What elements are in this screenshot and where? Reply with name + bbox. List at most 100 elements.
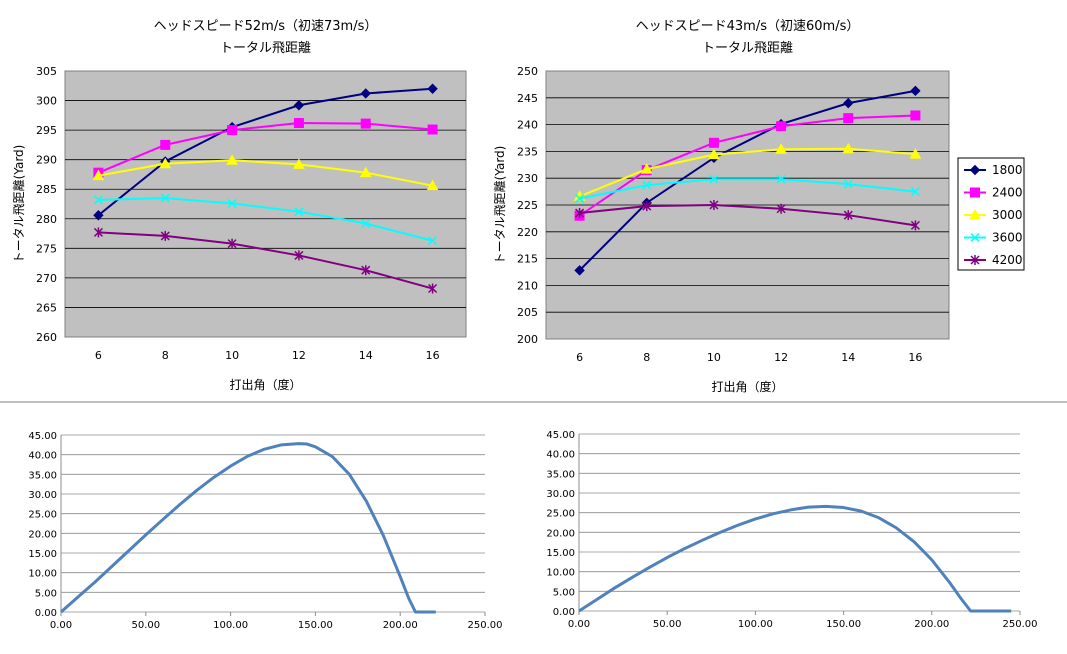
y-tick-label: 235 [517, 145, 538, 158]
data-point [427, 83, 438, 94]
y-tick-label: 280 [36, 213, 57, 226]
y-tick-label: 250 [517, 65, 538, 78]
y-tick-label: 220 [517, 226, 538, 239]
y-tick-label: 245 [517, 92, 538, 105]
x-tick-label: 50.00 [653, 619, 682, 630]
series-line [98, 122, 433, 174]
y-tick-label: 225 [517, 199, 538, 212]
y-tick-label: 45.00 [546, 430, 575, 441]
series-4200 [93, 227, 438, 294]
data-point [360, 118, 371, 129]
x-tick-label: 8 [643, 351, 650, 364]
x-tick-label: 100.00 [738, 619, 773, 630]
data-point [709, 200, 719, 210]
x-tick-label: 14 [359, 349, 373, 362]
y-tick-label: 215 [517, 253, 538, 266]
x-tick-label: 200.00 [914, 619, 949, 630]
series-line [97, 87, 433, 217]
data-point [426, 179, 439, 191]
data-point [708, 137, 719, 148]
data-point [776, 121, 787, 132]
data-point [293, 158, 305, 169]
data-point [640, 163, 653, 174]
data-point [226, 154, 238, 165]
y-tick-label: 230 [517, 172, 538, 185]
y-tick-label: 205 [517, 306, 538, 319]
series-line [98, 159, 433, 187]
y-tick-label: 25.00 [28, 510, 57, 521]
chart-title: ヘッドスピード43m/s（初速60m/s） [636, 19, 860, 34]
chart-title: ヘッドスピード52m/s（初速73m/s） [154, 19, 378, 34]
y-tick-label: 40.00 [546, 450, 575, 461]
x-axis-label: 打出角（度） [711, 379, 783, 394]
x-tick-label: 150.00 [826, 619, 861, 630]
y-tick-label: 270 [36, 272, 57, 285]
trajectory-chart-2: 0.00 5.00 10.00 15.00 20.00 25.00 30.00 35.00 40… [28, 431, 502, 631]
legend: 1800 2400 3000 3600 4200 [957, 157, 1025, 271]
data-point [160, 230, 170, 241]
data-point [227, 198, 237, 208]
series-3600 [93, 193, 438, 246]
legend-label: 3000 [992, 208, 1023, 222]
data-point [92, 169, 105, 181]
legend-marker [969, 164, 981, 176]
series-line [98, 197, 433, 242]
x-tick-label: 6 [95, 349, 102, 362]
chart-subtitle: トータル飛距離 [702, 41, 793, 56]
data-point [910, 85, 921, 97]
data-point [294, 250, 304, 261]
series-3000 [573, 142, 922, 201]
data-point [227, 238, 237, 249]
y-tick-label: 30.00 [28, 490, 57, 501]
y-tick-label: 0.00 [35, 608, 57, 619]
data-point [428, 236, 438, 246]
data-point [93, 227, 103, 238]
y-tick-label: 240 [517, 119, 538, 132]
data-point [428, 283, 438, 294]
series-line [579, 178, 916, 200]
series-3600 [575, 174, 920, 204]
data-point [843, 113, 854, 124]
data-point [293, 100, 305, 111]
data-point [574, 265, 585, 276]
y-tick-label: 10.00 [28, 569, 57, 580]
data-point [361, 218, 371, 229]
legend-label: 3600 [992, 231, 1023, 245]
series-line [579, 147, 916, 198]
series-3000 [92, 154, 439, 191]
y-axis-label: トータル飛距離(Yard) [12, 145, 26, 264]
y-tick-label: 290 [36, 154, 57, 167]
y-tick-label: 15.00 [28, 549, 57, 560]
data-point [843, 210, 853, 221]
trajectory-line [60, 442, 436, 614]
data-point [909, 148, 922, 159]
series-4200 [575, 200, 920, 231]
data-point [843, 97, 854, 109]
data-point [360, 88, 371, 99]
data-point [294, 207, 304, 217]
legend-marker [970, 255, 980, 265]
data-point [160, 193, 170, 203]
y-tick-label: 305 [36, 65, 57, 78]
data-point [160, 139, 171, 150]
data-point [775, 143, 787, 154]
x-tick-label: 10 [225, 349, 239, 362]
x-tick-label: 12 [292, 349, 306, 362]
line-chart-0: ヘッドスピード52m/s（初速73m/s） トータル飛距離 260 265 270 275… [12, 19, 467, 392]
data-point [642, 201, 652, 212]
y-tick-label: 275 [36, 242, 57, 255]
y-tick-label: 20.00 [546, 528, 575, 539]
series-line [98, 231, 433, 290]
x-tick-label: 100.00 [213, 620, 248, 631]
data-point [910, 110, 921, 121]
y-tick-label: 295 [36, 124, 57, 137]
x-tick-label: 250.00 [1003, 619, 1038, 630]
x-axis-label: 打出角（度） [229, 377, 301, 392]
x-tick-label: 6 [576, 351, 583, 364]
y-tick-label: 265 [36, 301, 57, 314]
data-point [708, 148, 720, 160]
legend-marker [969, 208, 981, 220]
trajectory-line [578, 504, 1012, 613]
series-line [579, 114, 916, 217]
